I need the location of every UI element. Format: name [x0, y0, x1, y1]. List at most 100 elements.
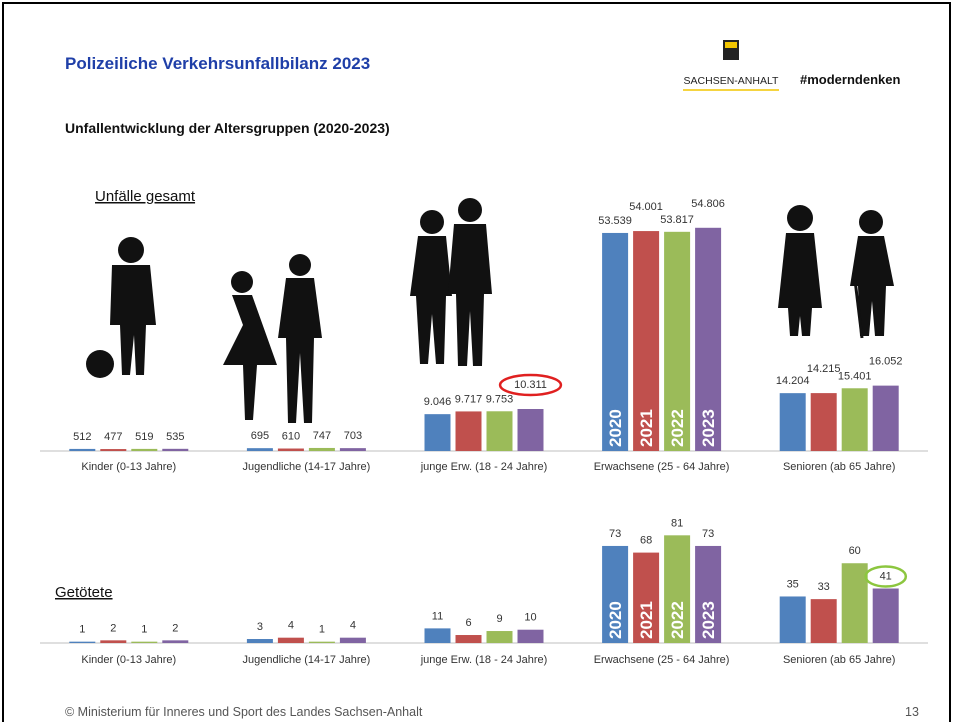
slide-title: Polizeiliche Verkehrsunfallbilanz 2023: [65, 54, 370, 73]
bar: [340, 448, 366, 451]
value-label: 9.717: [455, 393, 483, 405]
value-label: 9.753: [486, 393, 514, 405]
bar: [456, 635, 482, 643]
value-label: 73: [609, 528, 621, 540]
value-label: 610: [282, 431, 300, 443]
bar: [811, 599, 837, 643]
value-label: 14.204: [776, 375, 810, 387]
x-tick-label: Jugendliche (14-17 Jahre): [242, 654, 370, 666]
bar: [162, 449, 188, 451]
x-tick-label: Erwachsene (25 - 64 Jahre): [594, 461, 730, 473]
value-label: 519: [135, 431, 153, 443]
bar: [873, 588, 899, 643]
value-label: 68: [640, 535, 652, 547]
x-tick-label: Senioren (ab 65 Jahre): [783, 654, 896, 666]
bar: [487, 631, 513, 643]
series-name: 2023: [699, 601, 718, 639]
value-label: 35: [787, 578, 799, 590]
silhouette-head: [118, 237, 144, 263]
bar: [309, 642, 335, 643]
slide: Polizeiliche Verkehrsunfallbilanz 2023 S…: [0, 0, 954, 722]
subtitle: Unfallentwicklung der Altersgruppen (202…: [65, 120, 390, 136]
footer: © Ministerium für Inneres und Sport des …: [65, 705, 423, 719]
value-label: 14.215: [807, 363, 841, 375]
bar: [842, 563, 868, 643]
x-tick-label: Kinder (0-13 Jahre): [81, 654, 176, 666]
bar: [131, 449, 157, 451]
value-label: 9.046: [424, 396, 452, 408]
silhouette-head: [787, 205, 813, 231]
value-label: 6: [465, 617, 471, 629]
value-label: 10.311: [514, 379, 547, 391]
x-tick-label: junge Erw. (18 - 24 Jahre): [420, 654, 548, 666]
bar: [247, 448, 273, 451]
value-label: 54.806: [691, 198, 725, 210]
value-label: 53.817: [660, 214, 694, 226]
value-label: 54.001: [629, 201, 663, 213]
value-label: 15.401: [838, 370, 872, 382]
value-label: 16.052: [869, 356, 903, 368]
bar: [340, 638, 366, 643]
value-label: 53.539: [598, 215, 632, 227]
value-label: 4: [288, 620, 294, 632]
value-label: 81: [671, 517, 683, 529]
value-label: 10: [524, 612, 536, 624]
x-tick-label: Erwachsene (25 - 64 Jahre): [594, 654, 730, 666]
series-name: 2020: [606, 409, 625, 447]
value-label: 73: [702, 528, 714, 540]
value-label: 2: [172, 622, 178, 634]
series-name: 2020: [606, 601, 625, 639]
bar: [69, 449, 95, 451]
value-label: 695: [251, 430, 269, 442]
bar: [278, 449, 304, 451]
value-label: 477: [104, 431, 122, 443]
silhouette-head: [231, 271, 253, 293]
x-tick-label: junge Erw. (18 - 24 Jahre): [420, 461, 548, 473]
bar: [842, 388, 868, 451]
bar: [162, 640, 188, 643]
page-number: 13: [905, 705, 919, 719]
value-label: 11: [432, 610, 443, 622]
bar: [780, 596, 806, 643]
series-name: 2021: [637, 601, 656, 639]
silhouette-head: [420, 210, 444, 234]
bar: [456, 411, 482, 451]
value-label: 33: [818, 581, 830, 593]
bar: [518, 630, 544, 643]
bar: [873, 386, 899, 451]
bar: [309, 448, 335, 451]
value-label: 3: [257, 621, 263, 633]
bar: [69, 642, 95, 643]
series-name: 2022: [668, 601, 687, 639]
bar: [425, 414, 451, 451]
bar: [278, 638, 304, 643]
x-tick-label: Jugendliche (14-17 Jahre): [242, 461, 370, 473]
value-label: 2: [110, 622, 116, 634]
value-label: 512: [73, 431, 91, 443]
bar: [487, 411, 513, 451]
bar: [247, 639, 273, 643]
silhouette-head: [859, 210, 883, 234]
value-label: 41: [880, 570, 892, 582]
bar: [100, 449, 126, 451]
bar: [131, 642, 157, 643]
silhouette-ball: [86, 350, 114, 378]
value-label: 747: [313, 430, 331, 442]
series-name: 2023: [699, 409, 718, 447]
chart-title: Unfälle gesamt: [95, 188, 196, 205]
hashtag: #moderndenken: [800, 72, 900, 87]
value-label: 1: [79, 624, 85, 636]
bar: [518, 409, 544, 451]
value-label: 4: [350, 620, 356, 632]
series-name: 2022: [668, 409, 687, 447]
bar: [780, 393, 806, 451]
logo-text: SACHSEN-ANHALT: [684, 75, 779, 87]
coat-of-arms-stripe: [725, 42, 737, 48]
value-label: 1: [141, 624, 147, 636]
silhouette-head: [458, 198, 482, 222]
value-label: 1: [319, 624, 325, 636]
bar: [100, 640, 126, 643]
value-label: 9: [496, 613, 502, 625]
bar: [425, 628, 451, 643]
x-tick-label: Kinder (0-13 Jahre): [81, 461, 176, 473]
